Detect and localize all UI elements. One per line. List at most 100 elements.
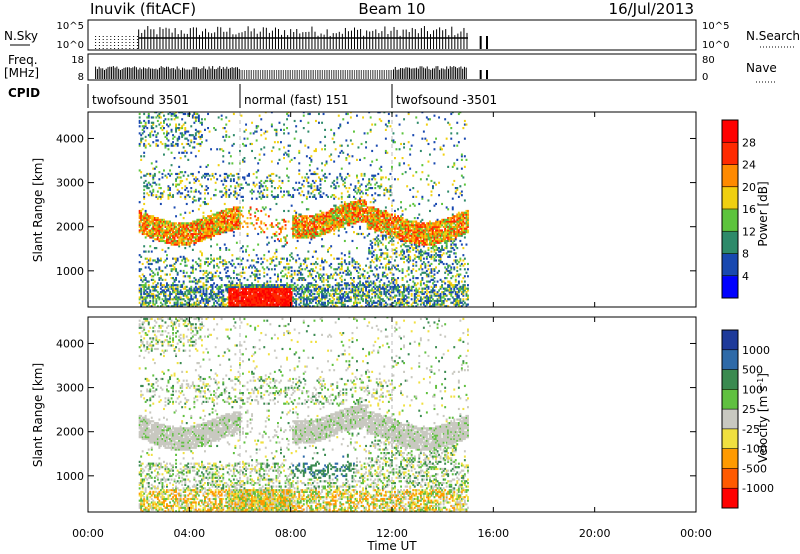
heatmap-cell [217, 298, 220, 301]
heatmap-cell [191, 146, 194, 149]
heatmap-cell [147, 250, 150, 253]
heatmap-cell [296, 291, 299, 294]
heatmap-cell [318, 301, 320, 304]
heatmap-cell [226, 275, 229, 278]
heatmap-cell [149, 134, 152, 137]
heatmap-cell [315, 231, 317, 234]
heatmap-cell [319, 298, 322, 301]
heatmap-cell [360, 215, 363, 218]
heatmap-cell [150, 192, 153, 195]
heatmap-cell [169, 285, 172, 288]
heatmap-cell [202, 201, 205, 204]
heatmap-cell [280, 303, 282, 306]
freq-trace [95, 66, 488, 79]
heatmap-cell [296, 298, 299, 301]
heatmap-cell [182, 224, 185, 227]
heatmap-cell [360, 195, 363, 198]
heatmap-cell [295, 229, 298, 232]
heatmap-cell [204, 305, 206, 307]
heatmap-cell [159, 282, 162, 285]
heatmap-cell [201, 123, 203, 126]
heatmap-cell [249, 284, 252, 287]
heatmap-cell [270, 179, 273, 183]
heatmap-cell [205, 185, 208, 188]
heatmap-cell [254, 284, 257, 287]
heatmap-cell [261, 287, 264, 290]
heatmap-cell [298, 236, 301, 239]
heatmap-cell [232, 218, 235, 221]
heatmap-cell [173, 234, 176, 237]
heatmap-cell [254, 301, 257, 304]
heatmap-cell [197, 278, 200, 281]
heatmap-cell [342, 292, 345, 296]
heatmap-cell [173, 280, 176, 283]
heatmap-cell [280, 190, 282, 193]
heatmap-cell [248, 296, 251, 299]
heatmap-cell [359, 211, 362, 214]
heatmap-cell [170, 151, 173, 154]
heatmap-cell [187, 232, 190, 236]
heatmap-cell [167, 238, 170, 241]
heatmap-cell [353, 218, 355, 221]
heatmap-cell [353, 211, 355, 214]
heatmap-cell [302, 278, 305, 281]
heatmap-cell [169, 187, 172, 190]
heatmap-cell [223, 178, 226, 181]
heatmap-cell [346, 292, 349, 296]
heatmap-cell [372, 174, 375, 177]
heatmap-cell [258, 181, 261, 184]
heatmap-cell [144, 139, 147, 142]
heatmap-cell [146, 172, 149, 176]
heatmap-cell [229, 208, 232, 211]
heatmap-cell [167, 222, 170, 225]
heatmap-cell [266, 227, 269, 230]
heatmap-cell [368, 187, 371, 190]
heatmap-cell [372, 225, 375, 228]
heatmap-cell [237, 298, 240, 301]
heatmap-cell [172, 231, 175, 234]
heatmap-cell [147, 231, 150, 234]
heatmap-cell [225, 261, 228, 264]
heatmap-cell [164, 266, 167, 269]
heatmap-cell [270, 149, 273, 153]
heatmap-cell [316, 305, 319, 307]
heatmap-cell [356, 247, 358, 250]
heatmap-cell [267, 296, 270, 299]
heatmap-cell [234, 299, 237, 303]
heatmap-cell [202, 292, 205, 296]
heatmap-cell [201, 238, 203, 241]
heatmap-cell [194, 238, 197, 241]
heatmap-cell [217, 266, 220, 269]
heatmap-cell [217, 211, 220, 214]
heatmap-cell [163, 294, 165, 297]
heatmap-cell [318, 273, 320, 276]
heatmap-cell [155, 231, 158, 234]
heatmap-cell [143, 287, 146, 290]
heatmap-cell [260, 220, 263, 223]
heatmap-cell [187, 142, 190, 146]
heatmap-cell [292, 222, 295, 225]
heatmap-cell [266, 303, 269, 306]
heatmap-cell [296, 239, 299, 243]
heatmap-cell [196, 305, 199, 307]
heatmap-cell [324, 215, 327, 218]
heatmap-cell [343, 227, 346, 230]
heatmap-cell [201, 227, 203, 230]
heatmap-cell [191, 289, 194, 292]
heatmap-cell [346, 273, 349, 276]
heatmap-cell [242, 292, 244, 296]
heatmap-cell [301, 217, 304, 220]
heatmap-cell [184, 231, 187, 234]
heatmap-cell [263, 153, 266, 156]
heatmap-cell [293, 273, 296, 276]
heatmap-cell [173, 303, 176, 306]
heatmap-cell [295, 218, 298, 221]
heatmap-cell [161, 224, 164, 227]
heatmap-cell [190, 225, 193, 228]
heatmap-cell [146, 291, 149, 294]
heatmap-cell [346, 218, 349, 221]
heatmap-cell [369, 243, 372, 246]
heatmap-cell [225, 194, 228, 197]
heatmap-cell [232, 224, 235, 227]
heatmap-cell [229, 218, 232, 221]
